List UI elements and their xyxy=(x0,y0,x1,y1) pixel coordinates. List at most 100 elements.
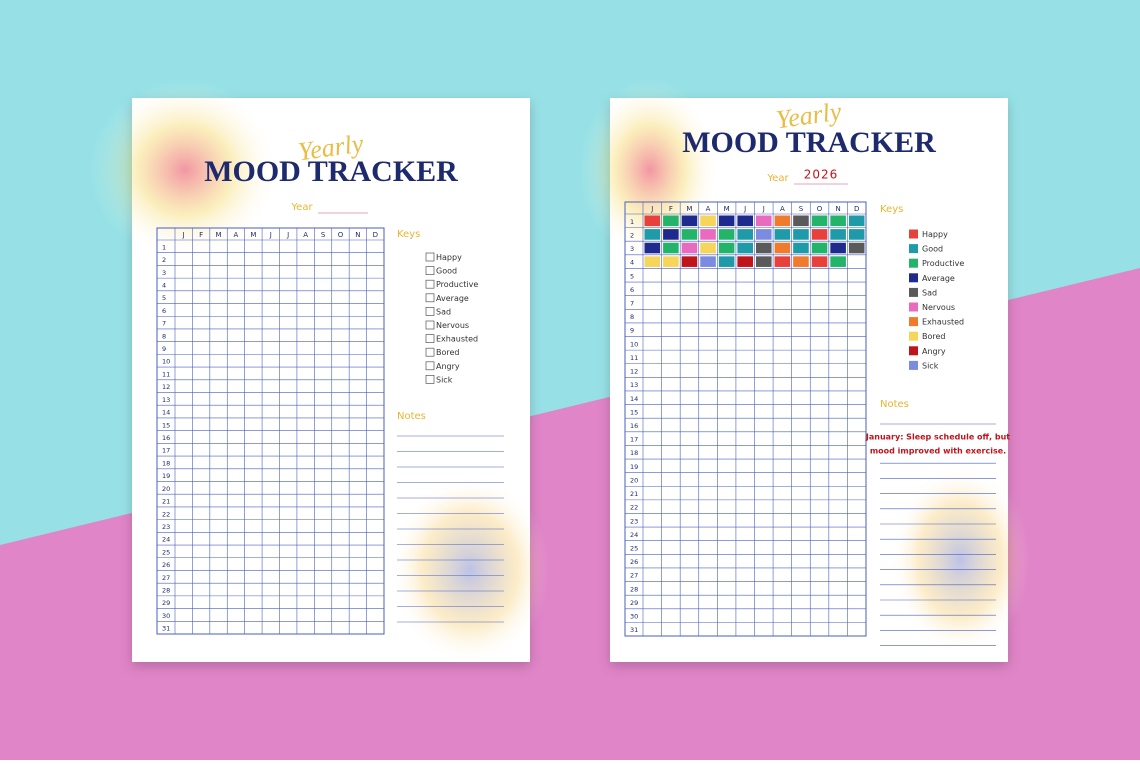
key-label: Sad xyxy=(922,288,937,297)
key-label: Average xyxy=(436,294,469,303)
day-label: 16 xyxy=(630,422,638,430)
day-label: 23 xyxy=(162,523,170,531)
month-label: J xyxy=(286,231,289,239)
year-label: Year xyxy=(290,202,313,213)
day-label: 3 xyxy=(630,245,634,253)
mood-cell xyxy=(681,215,698,227)
month-label: S xyxy=(321,231,326,239)
key-checkbox xyxy=(425,334,435,343)
day-label: 12 xyxy=(630,368,638,376)
mood-cell xyxy=(793,256,809,267)
key-label: Bored xyxy=(436,348,460,357)
key-label: Bored xyxy=(922,332,946,341)
month-label: J xyxy=(743,205,746,213)
keys-heading: Keys xyxy=(397,229,420,240)
mood-cell xyxy=(774,229,791,240)
day-label: 20 xyxy=(162,485,170,493)
day-label: 31 xyxy=(630,626,638,634)
year-value: 2026 xyxy=(804,168,839,182)
keys-heading: Keys xyxy=(880,204,903,215)
day-label: 30 xyxy=(630,613,638,621)
grid-border xyxy=(624,201,867,637)
day-label: 7 xyxy=(630,299,634,307)
month-label: O xyxy=(817,205,823,213)
title: MOOD TRACKER xyxy=(204,155,458,188)
day-label: 2 xyxy=(630,231,634,239)
day-label: 29 xyxy=(162,599,170,607)
key-swatch xyxy=(909,331,918,341)
key-label: Happy xyxy=(922,230,948,239)
day-label: 4 xyxy=(162,281,166,289)
month-label: M xyxy=(686,205,692,213)
key-label: Nervous xyxy=(922,303,955,312)
key-label: Good xyxy=(922,245,943,254)
key-swatch xyxy=(909,317,918,327)
mood-cell xyxy=(756,242,772,254)
key-label: Good xyxy=(436,267,457,276)
day-label: 15 xyxy=(630,408,638,416)
key-label: Exhausted xyxy=(922,318,964,327)
mood-cell xyxy=(737,242,753,254)
mood-cell xyxy=(700,242,716,254)
mood-cell xyxy=(756,229,772,240)
mood-cell xyxy=(830,256,846,267)
month-label: O xyxy=(338,231,344,239)
day-label: 7 xyxy=(162,320,166,328)
key-checkbox xyxy=(425,252,435,262)
mood-cell xyxy=(848,242,865,254)
day-label: 31 xyxy=(162,625,170,633)
month-label: M xyxy=(216,231,222,239)
grid-border xyxy=(156,227,385,635)
day-label: 18 xyxy=(630,449,638,457)
mood-cell xyxy=(756,215,772,227)
day-label: 29 xyxy=(630,599,638,607)
key-label: Productive xyxy=(922,259,964,268)
day-label: 25 xyxy=(630,545,638,553)
mood-cell xyxy=(700,215,716,227)
day-label: 10 xyxy=(162,358,170,366)
month-label: A xyxy=(234,231,239,239)
mood-cell xyxy=(644,242,661,254)
day-label: 22 xyxy=(162,510,170,518)
day-label: 26 xyxy=(162,561,170,569)
day-label: 9 xyxy=(630,327,634,335)
month-label: J xyxy=(182,231,185,239)
month-label: J xyxy=(762,205,765,213)
day-label: 8 xyxy=(630,313,634,321)
day-label: 10 xyxy=(630,340,638,348)
day-label: 28 xyxy=(630,585,638,593)
day-label: 19 xyxy=(630,463,638,471)
day-label: 23 xyxy=(630,517,638,525)
mood-cell xyxy=(718,242,735,254)
month-label: N xyxy=(836,205,841,213)
mood-cell xyxy=(644,256,661,267)
day-label: 18 xyxy=(162,459,170,467)
key-label: Sick xyxy=(436,375,453,384)
key-label: Productive xyxy=(436,280,478,289)
year-label: Year xyxy=(766,173,789,184)
decoration xyxy=(580,80,720,260)
day-label: 2 xyxy=(162,256,166,264)
day-label: 11 xyxy=(162,370,170,378)
notes-heading: Notes xyxy=(397,411,426,422)
mood-cell xyxy=(774,242,791,254)
mood-cell xyxy=(663,256,679,267)
key-swatch xyxy=(909,229,918,239)
mood-cell xyxy=(737,215,753,227)
mood-cell xyxy=(737,256,753,267)
key-swatch xyxy=(909,287,918,297)
key-checkbox xyxy=(425,320,435,330)
mood-cell xyxy=(718,256,735,267)
key-swatch xyxy=(909,244,918,254)
key-label: Exhausted xyxy=(436,335,478,344)
day-label: 11 xyxy=(630,354,638,362)
mood-cell xyxy=(811,256,828,267)
decoration xyxy=(890,465,1030,655)
mood-cell xyxy=(811,242,828,254)
month-label: F xyxy=(669,205,673,213)
mood-cell xyxy=(644,215,661,227)
day-label: 4 xyxy=(630,259,634,267)
mood-cell xyxy=(793,215,809,227)
key-swatch xyxy=(909,302,918,312)
day-label: 8 xyxy=(162,332,166,340)
